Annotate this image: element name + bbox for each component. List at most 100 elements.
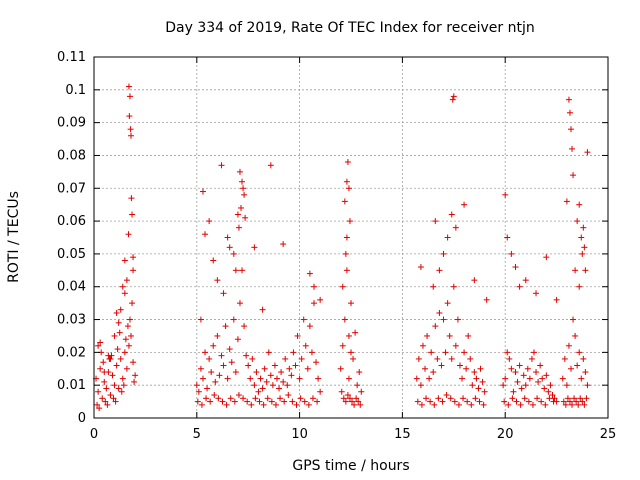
y-tick-label: 0 (78, 411, 86, 426)
data-point (117, 306, 124, 313)
data-point (450, 93, 457, 100)
data-point (288, 372, 295, 379)
data-point (428, 349, 435, 356)
data-point (461, 349, 468, 356)
data-point (129, 300, 136, 307)
x-tick-label: 20 (497, 427, 514, 442)
data-point (562, 401, 569, 408)
data-point (210, 342, 217, 349)
data-point (338, 388, 345, 395)
data-point (439, 398, 446, 405)
data-point (207, 398, 214, 405)
data-point (549, 392, 556, 399)
data-point (269, 382, 276, 389)
data-point (422, 365, 429, 372)
data-point (292, 362, 299, 369)
data-point (234, 211, 241, 218)
data-point (132, 372, 139, 379)
y-tick-label: 0.05 (57, 247, 86, 262)
data-point (343, 234, 350, 241)
data-point (202, 231, 209, 238)
y-tick-label: 0.1 (65, 83, 86, 98)
data-point (502, 375, 509, 382)
data-point (317, 388, 324, 395)
data-point (518, 385, 525, 392)
data-point (240, 395, 247, 402)
data-point (475, 385, 482, 392)
data-point (430, 283, 437, 290)
data-point (118, 388, 125, 395)
data-point (500, 382, 507, 389)
data-point (103, 385, 110, 392)
data-point (570, 172, 577, 179)
data-point (276, 385, 283, 392)
data-point (223, 401, 230, 408)
data-point (434, 355, 441, 362)
data-point (358, 388, 365, 395)
data-point (483, 296, 490, 303)
data-point (219, 398, 226, 405)
data-point (280, 241, 287, 248)
data-point (581, 244, 588, 251)
data-point (102, 398, 109, 405)
data-point (339, 342, 346, 349)
data-point (206, 218, 213, 225)
data-points (93, 83, 591, 412)
data-point (526, 375, 533, 382)
data-point (424, 332, 431, 339)
data-point (285, 392, 292, 399)
data-point (121, 349, 128, 356)
y-tick-label: 0.02 (57, 345, 86, 360)
y-tick-label: 0.09 (57, 116, 86, 131)
data-point (465, 332, 472, 339)
data-point (212, 378, 219, 385)
data-point (460, 395, 467, 402)
data-point (197, 365, 204, 372)
data-point (220, 362, 227, 369)
data-point (579, 250, 586, 257)
data-point (471, 369, 478, 376)
data-point (124, 323, 131, 330)
data-point (464, 398, 471, 405)
data-point (251, 244, 258, 251)
data-point (109, 372, 116, 379)
data-point (218, 162, 225, 169)
data-point (563, 382, 570, 389)
data-point (516, 283, 523, 290)
data-point (128, 332, 135, 339)
data-point (481, 388, 488, 395)
data-point (414, 398, 421, 405)
data-point (315, 375, 322, 382)
data-point (278, 369, 285, 376)
data-point (528, 355, 535, 362)
data-point (117, 355, 124, 362)
data-point (261, 365, 268, 372)
data-point (204, 385, 211, 392)
data-point (355, 398, 362, 405)
data-point (111, 332, 118, 339)
data-point (573, 398, 580, 405)
data-point (95, 342, 102, 349)
data-point (517, 401, 524, 408)
data-point (346, 395, 353, 402)
data-point (451, 398, 458, 405)
data-point (342, 250, 349, 257)
data-point (438, 362, 445, 369)
data-point (533, 290, 540, 297)
data-point (521, 395, 528, 402)
data-point (569, 145, 576, 152)
data-point (508, 250, 515, 257)
data-point (248, 401, 255, 408)
data-point (310, 283, 317, 290)
data-point (432, 323, 439, 330)
data-point (477, 365, 484, 372)
data-point (417, 382, 424, 389)
data-point (206, 355, 213, 362)
data-point (533, 369, 540, 376)
data-point (107, 392, 114, 399)
data-point (553, 296, 560, 303)
data-point (129, 211, 136, 218)
data-point (113, 309, 120, 316)
x-tick-label: 25 (600, 427, 617, 442)
data-point (516, 362, 523, 369)
